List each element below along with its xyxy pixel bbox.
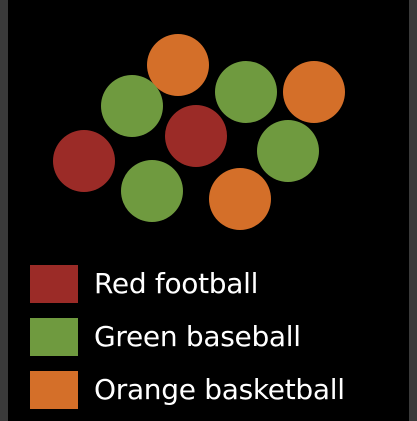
legend-swatch-orange [30, 371, 78, 409]
legend-swatch-green [30, 318, 78, 356]
legend-label: Red football [94, 267, 259, 300]
legend-item-green-baseball: Green baseball [30, 318, 301, 356]
legend-label: Orange basketball [94, 373, 345, 406]
green-baseball-ball [121, 160, 183, 222]
red-football-ball [165, 105, 227, 167]
figure-panel: Red football Green baseball Orange baske… [8, 0, 409, 421]
green-baseball-ball [215, 61, 277, 123]
orange-basketball-ball [283, 61, 345, 123]
legend-item-red-football: Red football [30, 265, 258, 303]
orange-basketball-ball [209, 168, 271, 230]
green-baseball-ball [101, 75, 163, 137]
legend-item-orange-basketball: Orange basketball [30, 371, 345, 409]
ball-cluster [53, 34, 345, 230]
legend-swatch-red [30, 265, 78, 303]
legend-label: Green baseball [94, 320, 301, 353]
red-football-ball [53, 130, 115, 192]
green-baseball-ball [257, 120, 319, 182]
orange-basketball-ball [147, 34, 209, 96]
